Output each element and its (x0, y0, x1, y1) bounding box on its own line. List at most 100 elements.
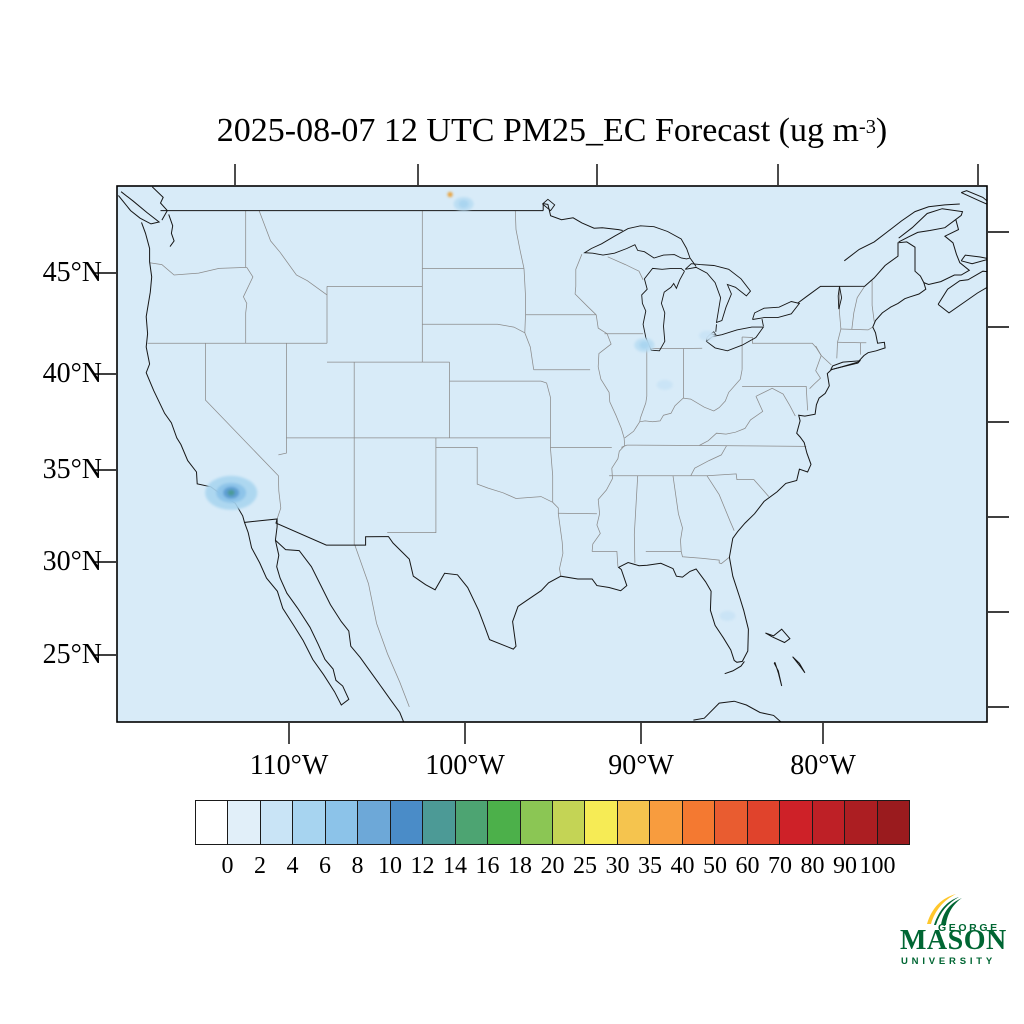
colorbar-tick-label: 100 (859, 853, 896, 879)
colorbar-tick-label: 18 (508, 853, 532, 879)
colorbar-tick-label: 40 (670, 853, 695, 879)
state-border-line (820, 355, 832, 366)
colorbar (195, 800, 910, 845)
colorbar-tick-label: 70 (768, 853, 792, 879)
colorbar-tick-label: 8 (351, 853, 364, 879)
colorbar-tick-label: 0 (221, 853, 234, 879)
colorbar-tick-label: 20 (540, 853, 565, 879)
state-border-line (540, 380, 551, 448)
state-border-line (523, 268, 526, 315)
logo-word-mason: MASON (900, 925, 1007, 956)
colorbar-tick-label: 35 (638, 853, 662, 879)
coastline (898, 208, 964, 243)
pm-plume-blob (458, 200, 469, 208)
colorbar-cell (520, 801, 553, 844)
coastline (830, 360, 862, 371)
state-border-line (699, 445, 807, 447)
pm-concentration-plumes (205, 191, 736, 621)
state-border-line (607, 256, 644, 280)
state-border-line (645, 551, 730, 565)
state-border-line (514, 210, 525, 269)
title-close: ) (875, 112, 888, 149)
lat-label: 40°N (42, 358, 102, 389)
state-border-line (639, 348, 648, 422)
colorbar-cell (325, 801, 359, 844)
state-border-line (435, 447, 553, 503)
colorbar-tick-label: 60 (735, 853, 760, 879)
state-border-line (258, 210, 328, 296)
map-frame (116, 185, 988, 723)
lon-label: 90°W (608, 750, 674, 781)
coastline (724, 661, 745, 675)
colorbar-cell (682, 801, 716, 844)
coastline (693, 700, 782, 722)
state-border-line (837, 328, 842, 343)
colorbar-tick-label: 4 (286, 853, 299, 879)
pm-plume-blob (639, 341, 650, 350)
state-border-line (354, 545, 410, 708)
state-border-line (840, 326, 873, 331)
state-border-line (387, 437, 437, 533)
state-border-line (699, 396, 764, 446)
coastline (244, 519, 350, 706)
george-mason-university-logo: GEORGE MASON UNIVERSITY (896, 894, 1008, 972)
lake-outline (583, 225, 691, 260)
lat-label: 25°N (42, 639, 102, 670)
colorbar-cell (877, 801, 909, 844)
colorbar-tick-label: 6 (319, 853, 331, 879)
colorbar-tick-label: 80 (800, 853, 825, 879)
coastline (275, 539, 405, 722)
state-border-line (742, 386, 808, 411)
state-border-line (706, 475, 735, 531)
page-title: 2025-08-07 12 UTC PM25_EC Forecast (ug m… (217, 112, 888, 150)
colorbar-cell (650, 801, 683, 844)
coastline (765, 628, 791, 644)
colorbar-tick-label: 90 (833, 853, 857, 879)
state-border-line (422, 323, 525, 334)
state-border-line (633, 475, 639, 563)
state-border-line (574, 254, 597, 316)
colorbar-cell (455, 801, 489, 844)
state-border-line (524, 314, 535, 370)
pm-plume-blob (656, 379, 673, 390)
lon-label: 100°W (425, 750, 505, 781)
coastline (168, 214, 175, 247)
state-border-line (836, 342, 838, 359)
colorbar-cell (780, 801, 813, 844)
pm-plume-blob (719, 610, 736, 621)
colorbar-cell (617, 801, 651, 844)
lon-label: 110°W (249, 750, 329, 781)
coastline (792, 656, 806, 674)
coastline (960, 254, 987, 265)
state-border-line (591, 314, 626, 552)
colorbar-tick-label: 12 (410, 853, 435, 879)
state-border-line (809, 345, 822, 389)
lake-outline (715, 324, 717, 332)
title-exponent: -3 (858, 116, 876, 138)
coastline (542, 203, 623, 231)
colorbar-cell (488, 801, 521, 844)
coastline (773, 662, 783, 687)
colorbar-cell (552, 801, 586, 844)
lake-outline (752, 301, 801, 320)
state-border-line (205, 343, 282, 520)
state-border-line (851, 285, 866, 330)
colorbar-cell (845, 801, 878, 844)
colorbar-cell (293, 801, 326, 844)
coastline (960, 190, 987, 205)
coastline (843, 203, 960, 262)
lake-outline (684, 263, 752, 324)
state-border-line (690, 445, 728, 476)
colorbar-tick-label: 50 (703, 853, 727, 879)
pm-plume-blob (699, 330, 715, 341)
state-border-line (756, 387, 796, 417)
colorbar-cell (228, 801, 261, 844)
title-text: 2025-08-07 12 UTC PM25_EC Forecast (ug m (216, 112, 859, 149)
lake-outline (837, 286, 843, 310)
state-border-line (624, 369, 743, 439)
axis-ticks (95, 164, 1009, 744)
logo-word-university: UNIVERSITY (901, 956, 997, 967)
coastline (923, 218, 971, 286)
state-border-line (690, 473, 770, 497)
